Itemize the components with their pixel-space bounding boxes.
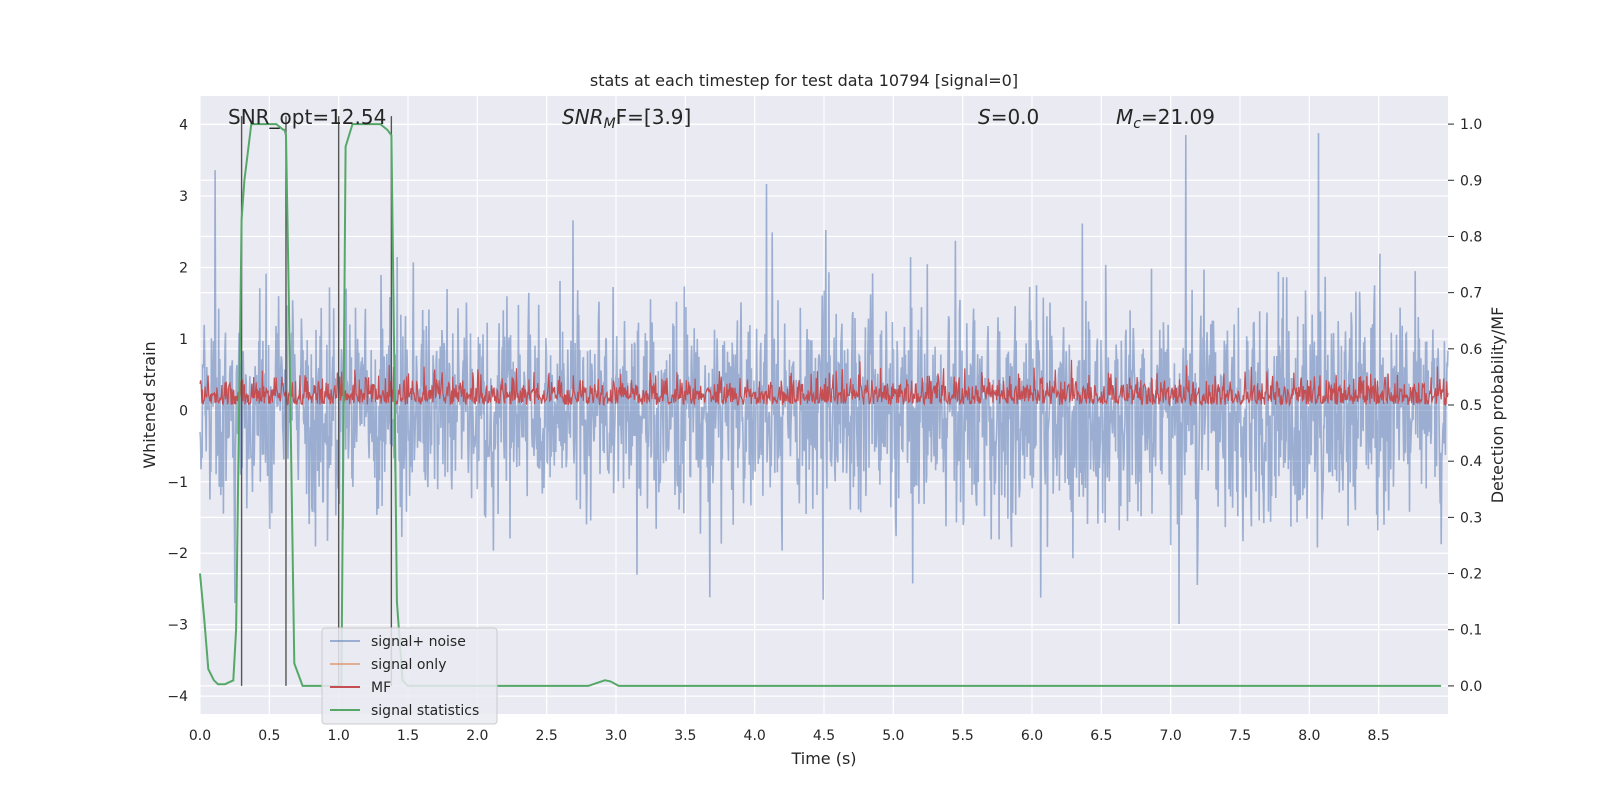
y-tick-label: 3 bbox=[179, 189, 188, 205]
y2-tick-label: 0.0 bbox=[1460, 679, 1482, 695]
annotation-snr-mf-sub: M bbox=[604, 116, 616, 132]
annotation-snr-mf: SNRMF=[3.9] bbox=[562, 105, 691, 132]
legend-label-mf: MF bbox=[371, 680, 391, 696]
y-axis-label: Whitened strain bbox=[140, 341, 159, 468]
series-mf bbox=[199, 359, 1449, 408]
legend: signal+ noise signal only MF signal stat… bbox=[321, 627, 498, 725]
x-tick-label: 8.5 bbox=[1368, 728, 1390, 744]
x-tick-label: 4.5 bbox=[813, 728, 835, 744]
y2-tick-label: 0.3 bbox=[1460, 510, 1482, 526]
plot-content bbox=[199, 116, 1449, 687]
legend-label-signal-statistics: signal statistics bbox=[371, 703, 479, 719]
y-tick-label: 2 bbox=[179, 260, 188, 276]
y2-axis-label: Detection probability/MF bbox=[1488, 307, 1507, 504]
x-tick-label: 7.0 bbox=[1160, 728, 1182, 744]
y2-tick-label: 0.9 bbox=[1460, 173, 1482, 189]
series-signal-statistics bbox=[199, 123, 1442, 687]
annotation-s: S=0.0 bbox=[978, 105, 1039, 129]
y2-tick-label: 0.5 bbox=[1460, 398, 1482, 414]
annotation-mc: Mc=21.09 bbox=[1116, 105, 1215, 132]
annotation-s-rest: =0.0 bbox=[991, 105, 1040, 129]
x-tick-label: 0.0 bbox=[189, 728, 211, 744]
y-tick-label: −4 bbox=[167, 689, 188, 705]
x-tick-label: 4.0 bbox=[744, 728, 766, 744]
x-tick-label: 1.5 bbox=[397, 728, 419, 744]
annotation-mc-rest: =21.09 bbox=[1141, 105, 1215, 129]
x-tick-label: 7.5 bbox=[1229, 728, 1251, 744]
y-axis-right: 1.0 0.9 0.8 0.7 0.6 0.5 0.4 0.3 0.2 0.1 0.0 bbox=[1448, 117, 1482, 695]
annotation-snr-opt: SNR_opt=12.54 bbox=[228, 105, 386, 129]
chart-title: stats at each timestep for test data 107… bbox=[590, 71, 1018, 90]
x-tick-label: 6.5 bbox=[1090, 728, 1112, 744]
legend-box bbox=[321, 627, 498, 725]
y2-tick-label: 0.7 bbox=[1460, 286, 1482, 302]
x-tick-label: 0.5 bbox=[258, 728, 280, 744]
y-tick-label: 4 bbox=[179, 118, 188, 134]
legend-label-signal-only: signal only bbox=[371, 657, 446, 673]
x-tick-label: 8.0 bbox=[1298, 728, 1320, 744]
y2-tick-label: 0.8 bbox=[1460, 229, 1482, 245]
y-tick-label: −1 bbox=[167, 475, 188, 491]
x-tick-label: 2.5 bbox=[536, 728, 558, 744]
annotation-mc-base: M bbox=[1116, 105, 1133, 129]
x-tick-label: 2.0 bbox=[466, 728, 488, 744]
y-tick-label: 1 bbox=[179, 332, 188, 348]
y-tick-label: 0 bbox=[179, 403, 188, 419]
x-axis: 0.0 0.5 1.0 1.5 2.0 2.5 3.0 3.5 4.0 4.5 5.0 5.5 6.0 6… bbox=[189, 728, 1390, 744]
y2-tick-label: 0.6 bbox=[1460, 342, 1482, 358]
annotation-s-italic: S bbox=[978, 105, 991, 129]
annotation-snr-mf-rest: F=[3.9] bbox=[616, 105, 692, 129]
y-axis-left: 4 3 2 1 0 −1 −2 −3 −4 bbox=[167, 118, 188, 706]
x-tick-label: 6.0 bbox=[1021, 728, 1043, 744]
x-axis-label: Time (s) bbox=[790, 749, 856, 768]
series-signal-noise bbox=[199, 132, 1449, 625]
legend-label-signal-noise: signal+ noise bbox=[371, 634, 466, 650]
y-tick-label: −2 bbox=[167, 546, 188, 562]
y-tick-label: −3 bbox=[167, 618, 188, 634]
x-tick-label: 5.5 bbox=[952, 728, 974, 744]
annotation-snr-mf-base: SNR bbox=[562, 105, 604, 129]
x-tick-label: 5.0 bbox=[882, 728, 904, 744]
y2-tick-label: 0.1 bbox=[1460, 623, 1482, 639]
y2-tick-label: 0.4 bbox=[1460, 454, 1482, 470]
annotation-mc-sub: c bbox=[1133, 116, 1141, 132]
x-tick-label: 3.5 bbox=[674, 728, 696, 744]
y2-tick-label: 0.2 bbox=[1460, 567, 1482, 583]
y2-tick-label: 1.0 bbox=[1460, 117, 1482, 133]
x-tick-label: 3.0 bbox=[605, 728, 627, 744]
x-tick-label: 1.0 bbox=[328, 728, 350, 744]
